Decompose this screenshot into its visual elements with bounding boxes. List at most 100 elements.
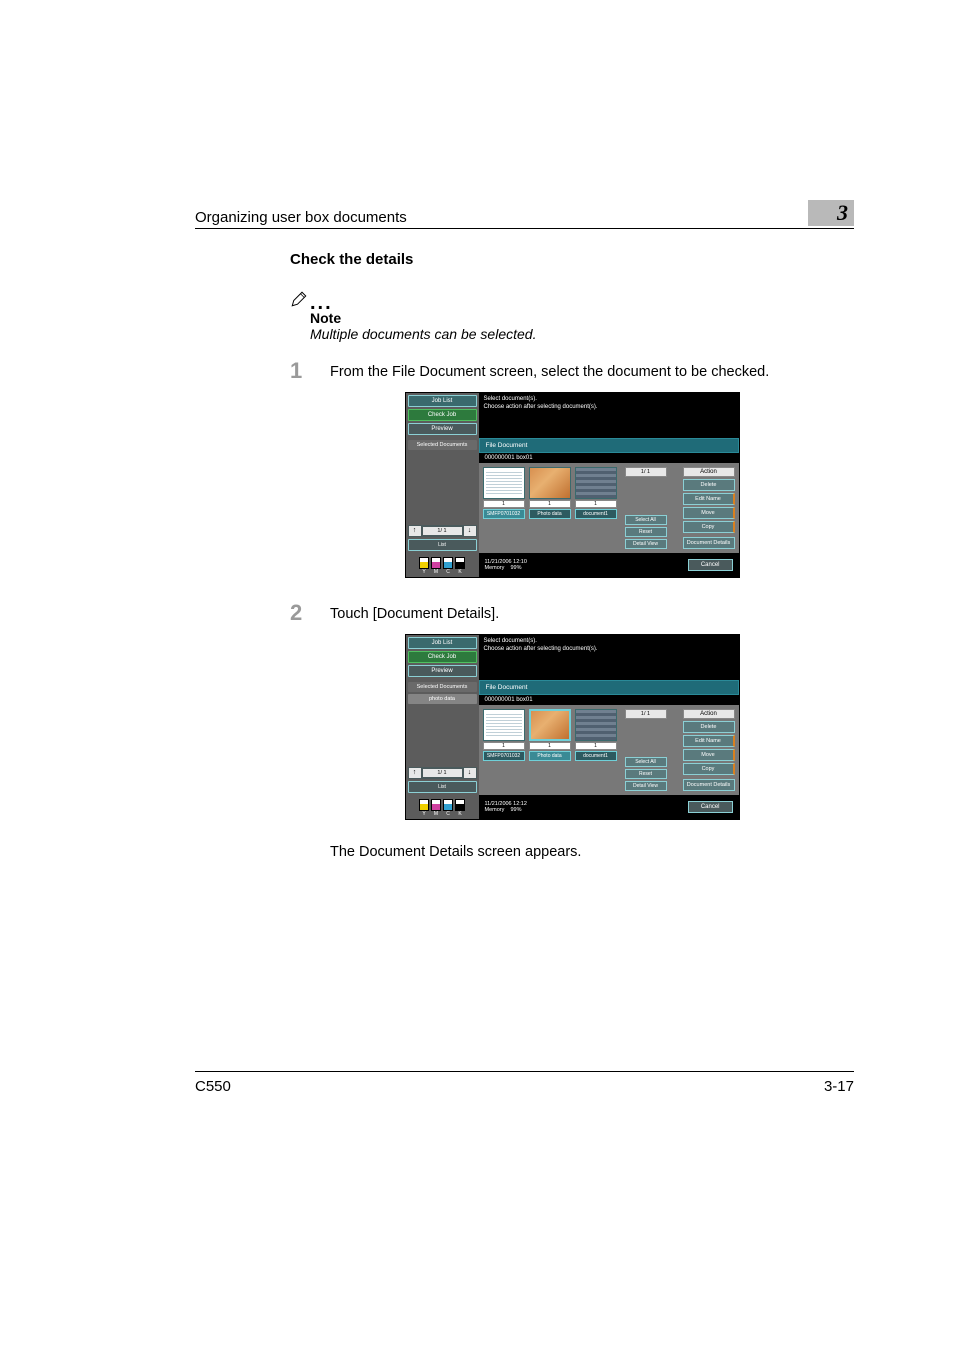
copy-button[interactable]: Copy	[683, 521, 735, 533]
thumb-count: 1	[483, 742, 525, 750]
selected-item: photo data	[408, 694, 477, 704]
list-button[interactable]: List	[408, 539, 477, 551]
check-job-button[interactable]: Check Job	[408, 409, 477, 421]
cancel-button[interactable]: Cancel	[688, 801, 733, 813]
selected-docs-label: Selected Documents	[408, 682, 477, 692]
pencil-icon	[290, 290, 308, 308]
datetime-text: 11/21/2006 12:10 Memory 99%	[485, 559, 527, 571]
document-details-button[interactable]: Document Details	[683, 779, 735, 791]
page-header: Organizing user box documents 3	[195, 200, 854, 229]
edit-name-button[interactable]: Edit Name	[683, 735, 735, 747]
nav-down-icon[interactable]: ↓	[464, 768, 476, 778]
screenshot-1: Job List Check Job Preview Select docume…	[405, 392, 740, 578]
step-text: From the File Document screen, select th…	[330, 360, 854, 382]
memory-label: Memory	[485, 807, 505, 813]
doc-thumb-3[interactable]: 1 document1	[575, 709, 617, 791]
thumb-count: 1	[529, 500, 571, 508]
thumb-label: Photo data	[529, 751, 571, 761]
toner-k-icon	[455, 557, 465, 569]
instr-line1: Select document(s).	[484, 396, 734, 404]
delete-button[interactable]: Delete	[683, 721, 735, 733]
toner-m-icon	[431, 557, 441, 569]
doc-thumb-2[interactable]: 1 Photo data	[529, 709, 571, 791]
footer-right: 3-17	[824, 1078, 854, 1095]
page-footer: C550 3-17	[195, 1071, 854, 1095]
copy-button[interactable]: Copy	[683, 763, 735, 775]
preview-button[interactable]: Preview	[408, 665, 477, 677]
move-button[interactable]: Move	[683, 749, 735, 761]
selected-docs-label: Selected Documents	[408, 440, 477, 450]
delete-button[interactable]: Delete	[683, 479, 735, 491]
step-number: 1	[290, 360, 330, 382]
file-document-tab[interactable]: File Document	[479, 680, 739, 695]
doc-thumb-3[interactable]: 1 document1	[575, 467, 617, 549]
thumb-label: Photo data	[529, 509, 571, 519]
check-job-button[interactable]: Check Job	[408, 651, 477, 663]
edit-name-button[interactable]: Edit Name	[683, 493, 735, 505]
note-text: Multiple documents can be selected.	[310, 326, 854, 342]
reset-button[interactable]: Reset	[625, 769, 667, 779]
document-details-button[interactable]: Document Details	[683, 537, 735, 549]
note-label: Note	[310, 310, 854, 326]
ellipsis-icon: ...	[310, 298, 333, 308]
thumb-count: 1	[575, 500, 617, 508]
nav-row: ↑ 1/ 1 ↓	[408, 525, 477, 537]
job-list-button[interactable]: Job List	[408, 637, 477, 649]
doc-thumb-2[interactable]: 1 Photo data	[529, 467, 571, 549]
toner-k-icon	[455, 799, 465, 811]
chapter-number: 3	[837, 200, 848, 226]
move-button[interactable]: Move	[683, 507, 735, 519]
nav-page: 1/ 1	[423, 769, 462, 777]
step-text: Touch [Document Details].	[330, 602, 854, 624]
thumb-label: document1	[575, 751, 617, 761]
nav-page: 1/ 1	[423, 527, 462, 535]
memory-pct: 99%	[511, 807, 522, 813]
instruction-text: Select document(s). Choose action after …	[479, 393, 739, 438]
select-all-button[interactable]: Select All	[625, 757, 667, 767]
list-button[interactable]: List	[408, 781, 477, 793]
step-number: 2	[290, 602, 330, 624]
box-id: 000000001 box01	[479, 453, 739, 463]
memory-label: Memory	[485, 565, 505, 571]
after-step-text: The Document Details screen appears.	[330, 844, 854, 860]
note-block: ... Note Multiple documents can be selec…	[290, 290, 854, 342]
reset-button[interactable]: Reset	[625, 527, 667, 537]
detail-view-button[interactable]: Detail View	[625, 781, 667, 791]
toner-levels: Y M C K	[408, 799, 477, 817]
file-document-tab[interactable]: File Document	[479, 438, 739, 453]
nav-up-icon[interactable]: ↑	[409, 526, 421, 536]
action-label: Action	[683, 709, 735, 719]
nav-up-icon[interactable]: ↑	[409, 768, 421, 778]
datetime-text: 11/21/2006 12:12 Memory 99%	[485, 801, 527, 813]
instr-line2: Choose action after selecting document(s…	[484, 646, 734, 654]
job-list-button[interactable]: Job List	[408, 395, 477, 407]
nav-down-icon[interactable]: ↓	[464, 526, 476, 536]
thumb-label: SMFP0701032	[483, 751, 525, 761]
thumb-count: 1	[575, 742, 617, 750]
instruction-text: Select document(s). Choose action after …	[479, 635, 739, 680]
toner-y-icon	[419, 799, 429, 811]
nav-row: ↑ 1/ 1 ↓	[408, 767, 477, 779]
select-all-button[interactable]: Select All	[625, 515, 667, 525]
step-2: 2 Touch [Document Details].	[290, 602, 854, 624]
thumb-count: 1	[529, 742, 571, 750]
cancel-button[interactable]: Cancel	[688, 559, 733, 571]
thumb-label: SMFP0701032	[483, 509, 525, 519]
preview-button[interactable]: Preview	[408, 423, 477, 435]
screenshot-2: Job List Check Job Preview Select docume…	[405, 634, 740, 820]
toner-c-icon	[443, 557, 453, 569]
doc-thumb-1[interactable]: 1 SMFP0701032	[483, 467, 525, 549]
toner-levels: Y M C K	[408, 557, 477, 575]
section-title: Check the details	[290, 251, 854, 268]
action-label: Action	[683, 467, 735, 477]
thumb-count: 1	[483, 500, 525, 508]
toner-y-icon	[419, 557, 429, 569]
footer-left: C550	[195, 1078, 231, 1095]
step-1: 1 From the File Document screen, select …	[290, 360, 854, 382]
page-indicator: 1/ 1	[625, 709, 667, 719]
doc-thumb-1[interactable]: 1 SMFP0701032	[483, 709, 525, 791]
chapter-badge: 3	[808, 200, 854, 226]
instr-line1: Select document(s).	[484, 638, 734, 646]
header-title: Organizing user box documents	[195, 209, 407, 226]
detail-view-button[interactable]: Detail View	[625, 539, 667, 549]
